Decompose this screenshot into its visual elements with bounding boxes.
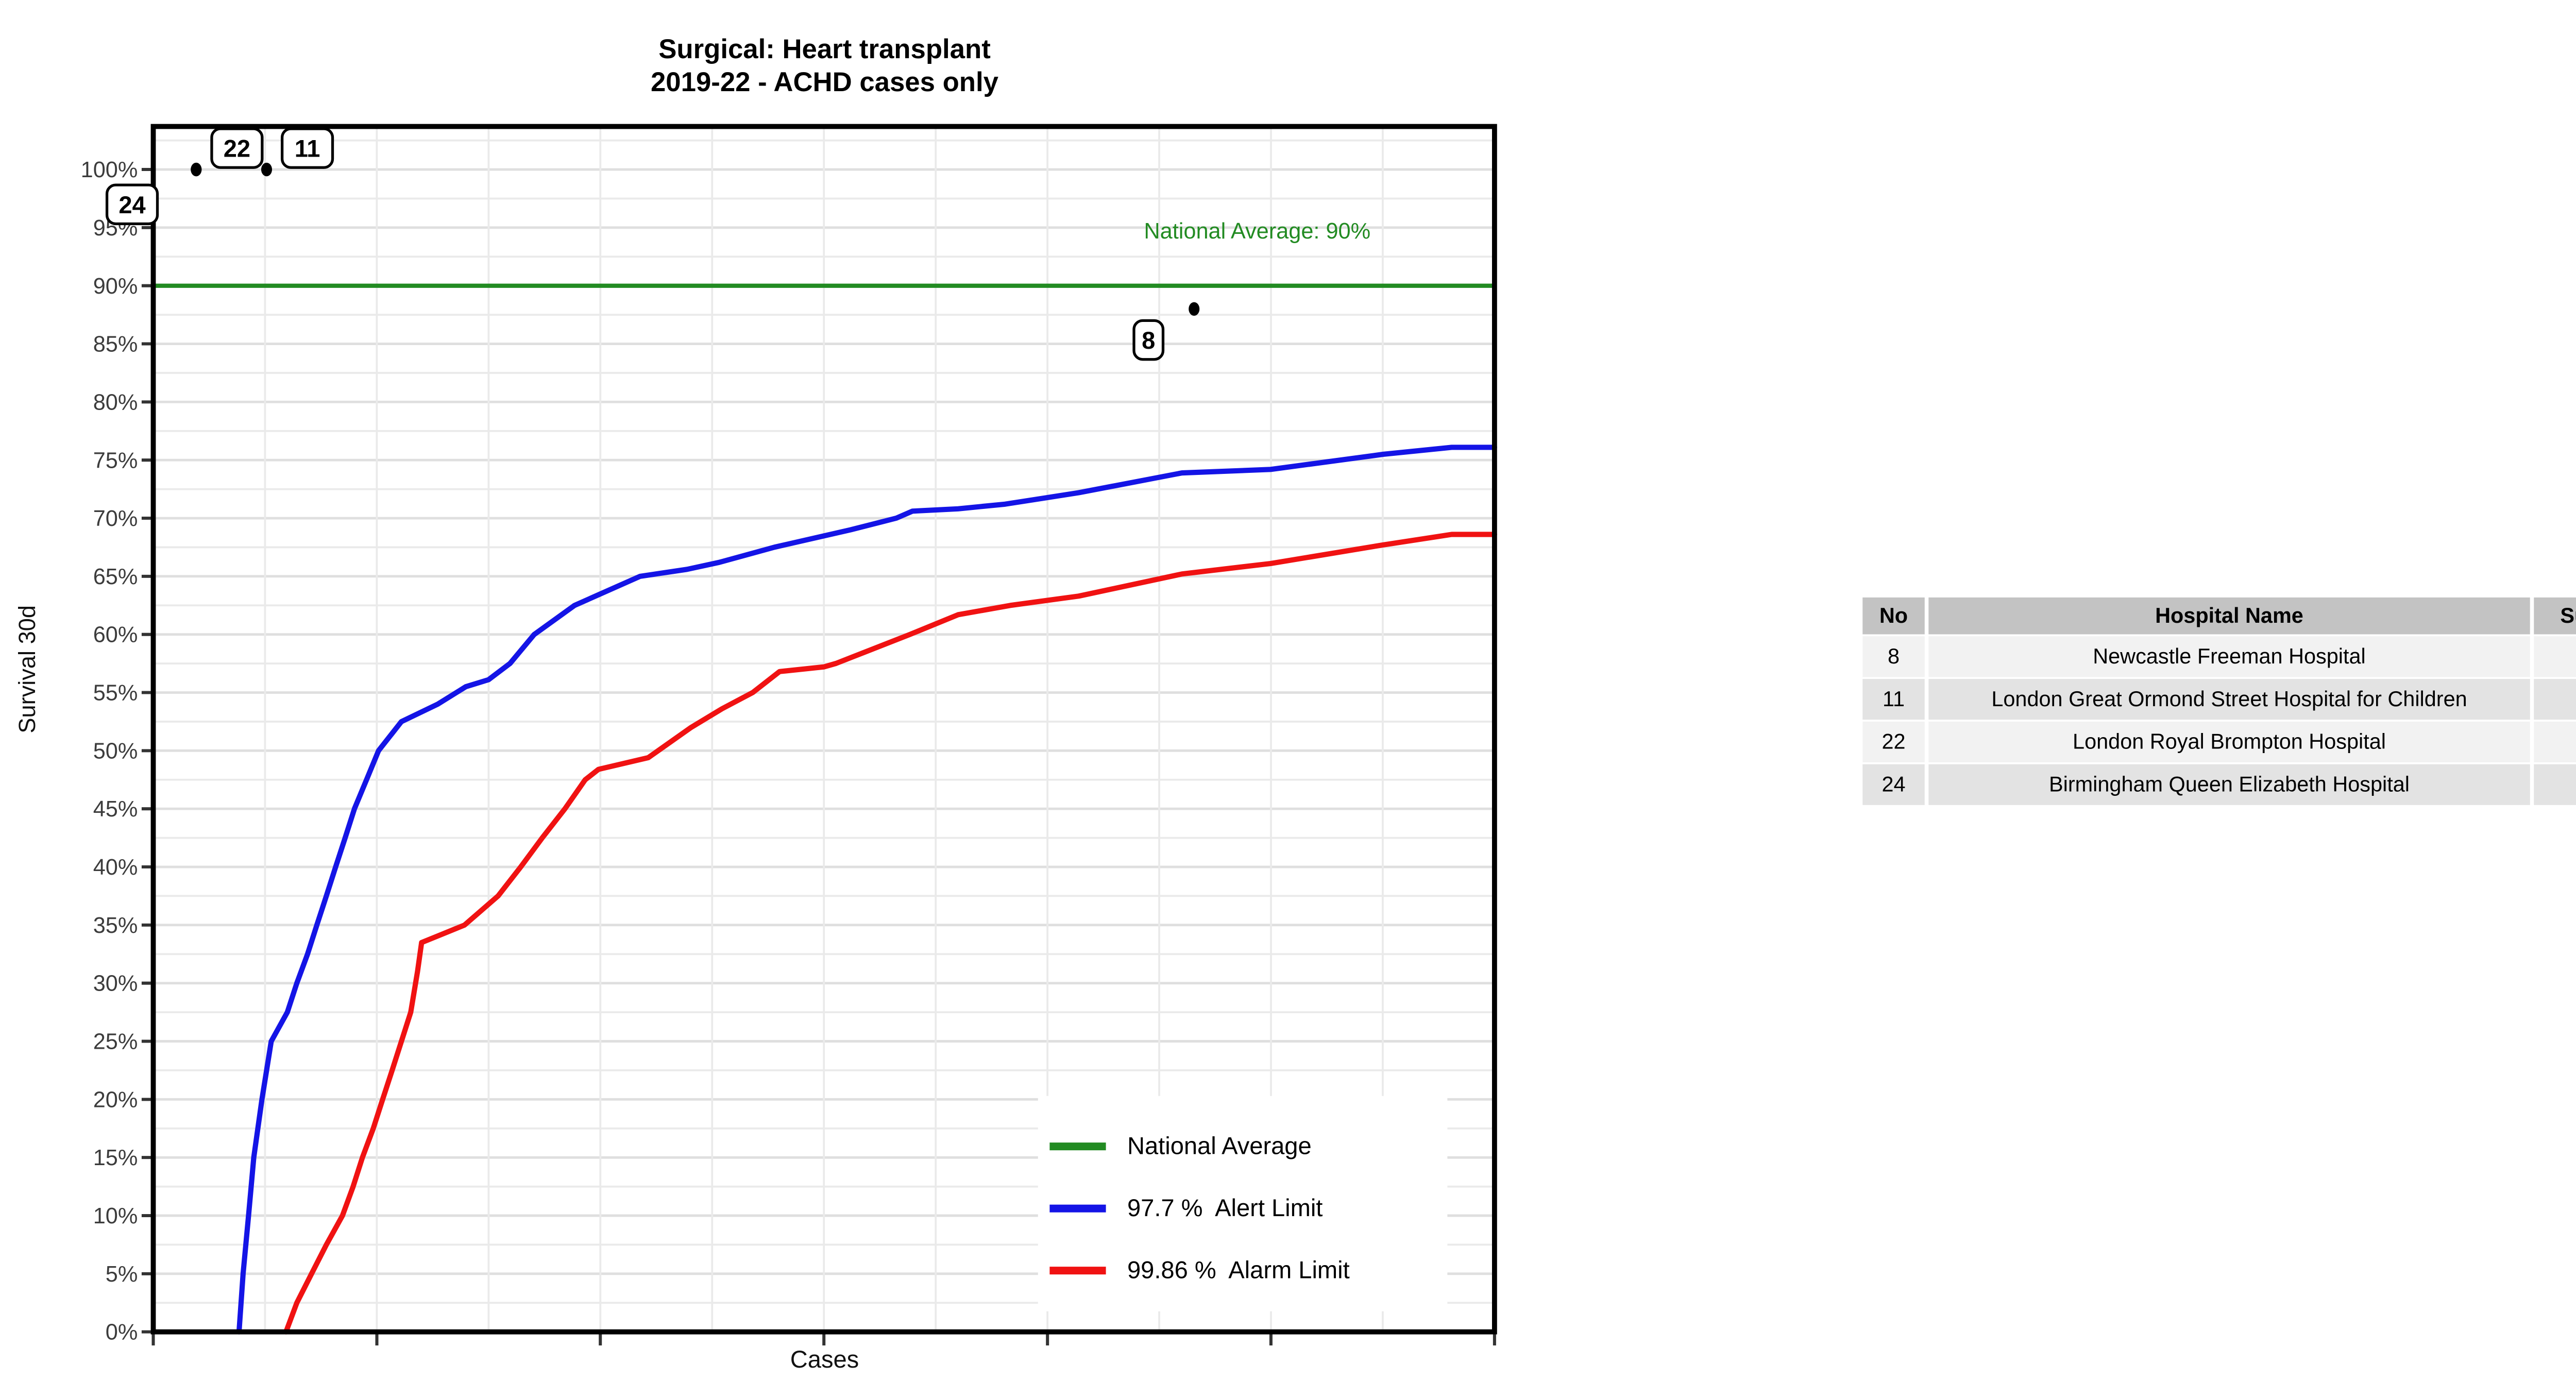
data-point-8 <box>1189 302 1200 316</box>
y-tick-label: 30% <box>93 971 138 996</box>
table-cell: 22 <box>1862 721 1925 762</box>
y-tick-label: 100% <box>81 158 138 182</box>
y-tick-label: 50% <box>93 739 138 763</box>
point-label-box-24 <box>105 183 159 226</box>
y-tick-label: 80% <box>93 390 138 415</box>
table-col-header: Survival 30d <box>2534 597 2576 635</box>
table-row: 11 London Great Ormond Street Hospital fo… <box>1862 679 2576 720</box>
chart-title: Surgical: Heart transplant 2019-22 - ACH… <box>154 33 1496 99</box>
legend-swatch-icon <box>1049 1267 1106 1274</box>
y-tick-label: 70% <box>93 506 138 531</box>
point-label-box-11 <box>280 127 334 169</box>
y-tick-label: 20% <box>93 1087 138 1112</box>
y-tick-label: 45% <box>93 797 138 822</box>
table-cell: 100% <box>2534 764 2576 805</box>
plot-border <box>150 124 1497 1335</box>
y-tick-label: 90% <box>93 274 138 299</box>
legend-label: 99.86 % Alarm Limit <box>1127 1257 1350 1285</box>
national-average-annotation: National Average: 90% <box>1144 221 1371 245</box>
y-tick-label: 5% <box>106 1262 138 1287</box>
table-cell: 11 <box>1862 679 1925 720</box>
legend-row-3: 99.86 % Alarm Limit <box>1049 1247 1350 1293</box>
y-tick-label: 25% <box>93 1030 138 1054</box>
x-axis-title: Cases <box>790 1346 859 1374</box>
legend-label: National Average <box>1127 1133 1312 1161</box>
point-label-24: 24 <box>118 191 145 218</box>
point-label-box-22 <box>210 127 264 169</box>
y-tick-label: 0% <box>106 1320 138 1345</box>
y-tick-label: 10% <box>93 1204 138 1229</box>
y-axis-title: Survival 30d <box>13 605 41 733</box>
table-cell: Newcastle Freeman Hospital <box>1928 636 2530 677</box>
legend-row-2: 97.7 % Alert Limit <box>1049 1185 1323 1232</box>
point-label-8: 8 <box>1142 327 1155 354</box>
legend-row-1: National Average <box>1049 1123 1312 1169</box>
table-cell: London Great Ormond Street Hospital for … <box>1928 679 2530 720</box>
table-cell: 8 <box>1862 636 1925 677</box>
series-99-86-alarm-limit <box>283 532 1497 1335</box>
y-tick-label: 40% <box>93 855 138 880</box>
survival-funnel-chart: Surgical: Heart transplant 2019-22 - ACH… <box>13 33 1497 1374</box>
table-cell: 24 <box>1862 764 1925 805</box>
table-cell: London Royal Brompton Hospital <box>1928 721 2530 762</box>
chart-legend: National Average 97.7 % Alert Limit 99.86 … <box>1038 1096 1448 1311</box>
y-tick-label: 55% <box>93 681 138 706</box>
table-col-header: No <box>1862 597 1925 635</box>
y-tick-label: 60% <box>93 623 138 647</box>
y-tick-label: 35% <box>93 913 138 938</box>
y-tick-label: 75% <box>93 448 138 473</box>
chart-title-line1: Surgical: Heart transplant <box>658 33 991 64</box>
y-tick-label: 15% <box>93 1146 138 1170</box>
legend-label: 97.7 % Alert Limit <box>1127 1195 1323 1222</box>
table-cell: 88% <box>2534 636 2576 677</box>
table-cell: 100% <box>2534 721 2576 762</box>
point-label-box-8 <box>1132 319 1165 361</box>
point-label-11: 11 <box>295 135 320 162</box>
chart-title-line2: 2019-22 - ACHD cases only <box>650 66 998 97</box>
legend-swatch-icon <box>1049 1205 1106 1212</box>
table-cell: Birmingham Queen Elizabeth Hospital <box>1928 764 2530 805</box>
data-point-22 <box>191 162 202 177</box>
data-point-11 <box>261 162 273 177</box>
table-col-header: Hospital Name <box>1928 597 2530 635</box>
legend-swatch-icon <box>1049 1143 1106 1150</box>
y-tick-label: 85% <box>93 332 138 357</box>
table-cell: 100% <box>2534 679 2576 720</box>
y-tick-label: 65% <box>93 565 138 589</box>
point-label-22: 22 <box>224 135 250 162</box>
series-97-7-alert-limit <box>236 445 1497 1335</box>
